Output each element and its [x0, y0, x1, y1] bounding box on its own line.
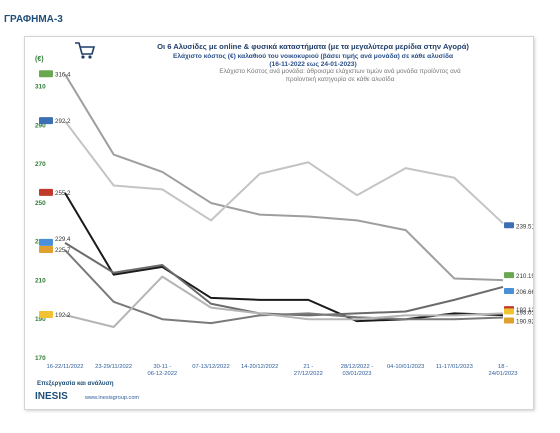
series-end-value: 206.66	[516, 289, 533, 296]
series-end-marker	[504, 222, 514, 229]
series-end-value: 193.01	[516, 309, 533, 316]
series-line	[64, 242, 504, 317]
series-start-value: 292.2	[55, 118, 71, 125]
series-end-marker	[504, 272, 514, 279]
series-start-marker	[39, 117, 53, 125]
series-line	[64, 249, 504, 325]
series-start-marker	[39, 310, 53, 318]
x-tick-label: 11-17/01/2023	[436, 364, 473, 370]
inesis-logo: INESIS	[35, 389, 68, 402]
chart-title: Οι 6 Αλυσίδες με online & φυσικά καταστή…	[157, 42, 469, 51]
series-line	[64, 120, 504, 225]
series-start-marker	[39, 238, 53, 246]
series-start-marker	[39, 188, 53, 196]
y-tick-label: 250	[35, 200, 46, 207]
x-tick-label: 30-11 -06-12-2022	[148, 364, 178, 377]
x-tick-label: 04-10/01/2023	[387, 364, 424, 370]
y-tick-label: 170	[35, 355, 46, 362]
series-end-value: 239.51	[516, 223, 533, 230]
series-line	[64, 73, 504, 282]
y-tick-label: 290	[35, 122, 46, 129]
svg-text:INESIS: INESIS	[35, 391, 68, 402]
series-end-marker	[504, 287, 514, 294]
chart-panel: Οι 6 Αλυσίδες με online & φυσικά καταστή…	[24, 36, 534, 410]
chart-subtitle-line1: Ελάχιστο κόστος (€) καλαθιού του νοικοκυ…	[173, 52, 453, 60]
line-chart: Οι 6 Αλυσίδες με online & φυσικά καταστή…	[35, 42, 533, 402]
x-tick-label: 21 -27/12/2022	[294, 364, 323, 377]
figure-label: ΓΡΑΦΗΜΑ-3	[4, 14, 63, 25]
series-line	[64, 275, 504, 328]
x-tick-label: 18 -24/01/2023	[488, 364, 517, 377]
y-tick-label: 310	[35, 84, 46, 91]
series-start-marker	[39, 246, 53, 254]
x-tick-label: 28/12/2022 -03/01/2023	[341, 364, 374, 377]
series-start-value: 192.2	[55, 312, 71, 319]
cart-icon	[75, 42, 96, 59]
y-tick-label: 190	[35, 316, 46, 323]
chart-note-wrapper: Ελάχιστο Κόστος ανά μονάδα: άθροισμα ελά…	[219, 68, 461, 83]
chart-note: Ελάχιστο Κόστος ανά μονάδα: άθροισμα ελά…	[219, 68, 461, 83]
y-axis-label: (€)	[35, 56, 44, 63]
series-line	[64, 192, 504, 323]
series-end-marker	[504, 308, 514, 315]
x-tick-label: 23-29/11/2022	[95, 364, 132, 370]
footer-website: www.inesisgroup.com	[84, 395, 139, 401]
series-end-marker	[504, 317, 514, 324]
series-end-value: 192.12	[516, 307, 533, 314]
x-tick-label: 14-20/12/2022	[241, 364, 278, 370]
series-start-value: 255.2	[55, 190, 71, 197]
series-start-value: 229.4	[55, 236, 71, 243]
x-tick-label: 07-13/12/2022	[192, 364, 229, 370]
series-start-value: 225.7	[55, 247, 71, 254]
series-start-value: 316.4	[55, 71, 71, 78]
x-tick-label: 16-22/11/2022	[47, 364, 84, 370]
y-tick-label: 210	[35, 277, 46, 284]
footer-credit: Επεξεργασία και ανάλυση	[37, 380, 114, 387]
chart-subtitle-line2: (16-11-2022 εως 24-01-2023)	[269, 61, 356, 68]
y-tick-label: 270	[35, 161, 46, 168]
series-end-value: 190.92	[516, 318, 533, 325]
series-end-value: 210.19	[516, 273, 533, 280]
series-start-marker	[39, 70, 53, 78]
